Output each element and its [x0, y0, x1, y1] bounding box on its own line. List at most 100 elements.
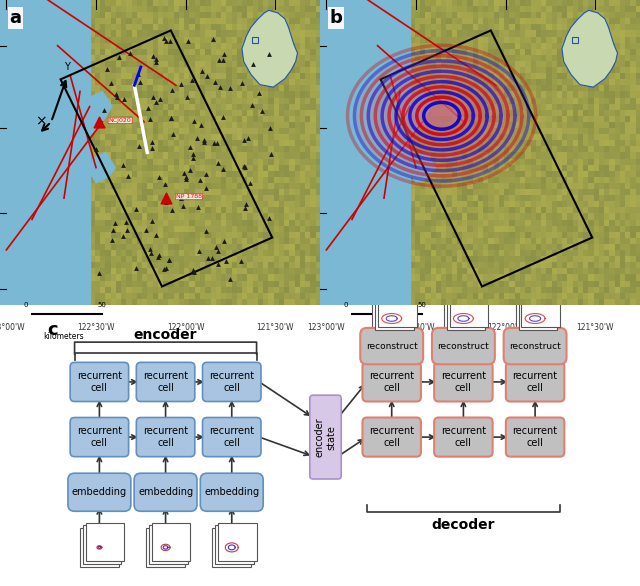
Point — [188, 242, 198, 251]
Point — [177, 183, 187, 193]
Text: recurrent
cell: recurrent cell — [513, 426, 557, 448]
Point — [61, 235, 72, 244]
Point — [42, 144, 52, 154]
Point — [68, 93, 78, 102]
Bar — [152, 523, 190, 561]
Point — [105, 103, 115, 113]
Point — [193, 83, 204, 92]
Text: kilometers: kilometers — [44, 332, 84, 341]
Point — [75, 161, 85, 170]
Text: 122°30'W: 122°30'W — [77, 323, 115, 332]
Point — [111, 52, 121, 61]
Text: 121°30'W: 121°30'W — [577, 323, 614, 332]
Point — [153, 93, 163, 102]
Point — [131, 255, 141, 264]
Point — [191, 55, 202, 64]
Point — [111, 92, 121, 101]
Bar — [218, 523, 257, 561]
FancyBboxPatch shape — [136, 362, 195, 401]
Point — [156, 166, 166, 175]
Point — [127, 264, 138, 273]
Point — [225, 199, 236, 209]
Text: kilometers: kilometers — [364, 332, 404, 341]
Point — [175, 169, 186, 178]
Text: 123°00'W: 123°00'W — [308, 323, 345, 332]
Point — [110, 138, 120, 147]
Point — [169, 175, 179, 185]
Point — [127, 193, 138, 203]
Point — [115, 97, 125, 107]
Point — [115, 54, 125, 63]
Text: recurrent
cell: recurrent cell — [209, 371, 254, 393]
Point — [126, 179, 136, 189]
Text: recurrent
cell: recurrent cell — [513, 371, 557, 393]
Text: decoder: decoder — [431, 519, 495, 532]
Bar — [518, 299, 557, 329]
Point — [133, 114, 143, 123]
Bar — [372, 302, 411, 332]
Point — [115, 230, 125, 240]
Point — [197, 113, 207, 122]
FancyBboxPatch shape — [200, 473, 263, 511]
Point — [222, 136, 232, 145]
Polygon shape — [387, 75, 496, 156]
Point — [230, 178, 240, 188]
Polygon shape — [418, 98, 465, 134]
Point — [152, 174, 162, 183]
Point — [76, 94, 86, 104]
Text: 122°30'W: 122°30'W — [397, 323, 435, 332]
Point — [244, 106, 255, 115]
Point — [196, 56, 206, 65]
Point — [197, 50, 207, 59]
FancyBboxPatch shape — [362, 362, 421, 401]
Polygon shape — [367, 60, 516, 172]
Text: recurrent
cell: recurrent cell — [143, 426, 188, 448]
Point — [145, 193, 156, 203]
FancyBboxPatch shape — [434, 417, 493, 456]
Polygon shape — [397, 83, 486, 149]
Point — [74, 231, 84, 241]
Point — [177, 71, 188, 80]
Text: reconstruct: reconstruct — [438, 342, 489, 350]
Point — [185, 35, 195, 44]
Point — [83, 49, 93, 58]
Point — [110, 144, 120, 153]
Point — [200, 256, 211, 265]
Text: c: c — [47, 321, 58, 339]
Point — [135, 86, 145, 95]
Text: Y: Y — [64, 62, 70, 72]
Text: encoder: encoder — [134, 328, 197, 342]
Bar — [378, 297, 417, 327]
Point — [159, 76, 169, 85]
Bar — [86, 523, 124, 561]
Point — [240, 88, 250, 97]
FancyBboxPatch shape — [504, 328, 566, 364]
Point — [136, 130, 146, 139]
Point — [224, 203, 234, 213]
Point — [173, 137, 183, 146]
Point — [184, 253, 194, 263]
Bar — [375, 299, 414, 329]
Point — [127, 197, 138, 207]
Point — [95, 77, 106, 86]
Point — [170, 121, 180, 130]
Bar — [447, 299, 486, 329]
Polygon shape — [428, 105, 455, 126]
Point — [232, 101, 242, 110]
Bar — [83, 525, 122, 564]
Point — [196, 164, 207, 173]
Point — [118, 251, 129, 260]
Point — [132, 36, 143, 45]
Point — [176, 227, 186, 236]
FancyBboxPatch shape — [362, 417, 421, 456]
Point — [93, 70, 104, 79]
FancyBboxPatch shape — [134, 473, 197, 511]
FancyBboxPatch shape — [506, 362, 564, 401]
FancyBboxPatch shape — [202, 417, 261, 456]
Point — [186, 78, 196, 87]
Point — [191, 246, 201, 255]
Point — [198, 236, 209, 246]
Point — [173, 136, 184, 145]
Bar — [0, 0, 90, 305]
Point — [151, 172, 161, 182]
